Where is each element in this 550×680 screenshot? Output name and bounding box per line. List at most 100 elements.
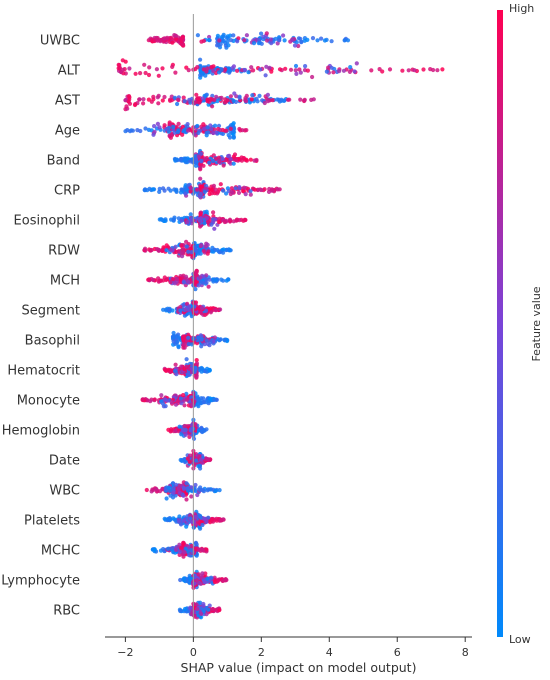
shap-point <box>171 277 176 282</box>
shap-point <box>172 95 177 100</box>
shap-point <box>132 102 138 108</box>
shap-point <box>158 38 163 43</box>
shap-point <box>186 68 191 73</box>
shap-point <box>239 155 244 160</box>
shap-point <box>171 486 176 491</box>
shap-point <box>207 368 212 373</box>
shap-point <box>198 466 203 471</box>
shap-point <box>222 578 227 583</box>
shap-point <box>170 546 175 551</box>
shap-point <box>182 550 187 555</box>
shap-point <box>187 580 192 586</box>
shap-point <box>251 41 257 46</box>
shap-point <box>196 283 201 288</box>
shap-point <box>178 491 183 496</box>
shap-point <box>201 400 206 405</box>
shap-point <box>244 157 249 162</box>
shap-point <box>160 248 165 253</box>
shap-point <box>179 545 184 550</box>
shap-point <box>218 182 223 187</box>
shap-point <box>210 104 215 109</box>
shap-point <box>244 128 249 133</box>
shap-point <box>177 549 182 555</box>
shap-point <box>160 401 165 406</box>
shap-point <box>188 212 193 217</box>
shap-point <box>204 547 209 552</box>
shap-point <box>242 185 247 190</box>
shap-point <box>168 188 173 193</box>
shap-point <box>258 67 263 72</box>
x-tick-label: 4 <box>326 646 333 659</box>
shap-point <box>193 154 198 159</box>
shap-point <box>185 456 190 461</box>
shap-point <box>126 99 131 104</box>
shap-point <box>231 33 236 38</box>
shap-point <box>143 246 148 251</box>
shap-point <box>179 251 184 256</box>
shap-point <box>213 308 218 313</box>
shap-point <box>201 396 206 401</box>
shap-point <box>212 579 217 585</box>
beeswarm-row-uwbc <box>146 31 351 50</box>
shap-point <box>210 217 216 222</box>
shap-point <box>192 399 197 404</box>
shap-point <box>196 154 201 159</box>
shap-point <box>298 97 303 102</box>
shap-point <box>148 248 153 253</box>
shap-point <box>182 576 187 581</box>
feature-label-uwbc: UWBC <box>40 34 80 49</box>
shap-point <box>216 219 222 225</box>
shap-point <box>235 39 240 44</box>
shap-point <box>251 186 256 192</box>
shap-point <box>264 64 269 69</box>
shap-point <box>298 36 303 41</box>
shap-point <box>204 518 209 523</box>
shap-point <box>217 70 222 75</box>
shap-point <box>222 337 227 342</box>
shap-point <box>200 429 205 435</box>
shap-point <box>179 401 184 406</box>
shap-point <box>177 424 182 429</box>
shap-point <box>154 487 159 492</box>
shap-point <box>202 342 207 347</box>
shap-point <box>259 31 264 36</box>
shap-point <box>147 277 152 282</box>
shap-point <box>186 183 191 188</box>
shap-point <box>195 606 200 612</box>
shap-point <box>242 38 247 43</box>
shap-point <box>238 128 243 133</box>
shap-point <box>184 481 189 486</box>
shap-point <box>185 219 190 225</box>
shap-point <box>177 335 182 340</box>
shap-point <box>211 130 216 135</box>
shap-point <box>171 330 176 336</box>
shap-point <box>173 482 178 487</box>
shap-point <box>223 67 228 72</box>
shap-point <box>162 94 167 100</box>
shap-point <box>183 427 188 433</box>
shap-point <box>302 97 307 102</box>
shap-point <box>209 249 214 254</box>
shap-point <box>162 188 167 193</box>
shap-point <box>168 493 173 498</box>
shap-point <box>224 278 229 283</box>
beeswarm-row-rdw <box>142 239 233 261</box>
shap-point <box>226 247 231 252</box>
shap-point <box>179 218 184 223</box>
shap-point <box>119 69 124 75</box>
shap-point <box>205 576 210 581</box>
shap-point <box>221 247 226 252</box>
shap-point <box>178 190 184 195</box>
x-axis-title: SHAP value (impact on model output) <box>181 660 417 675</box>
shap-point <box>195 33 200 38</box>
beeswarm-row-monocyte <box>140 389 219 409</box>
colorbar-high-label: High <box>509 2 534 15</box>
shap-point <box>226 154 231 159</box>
shap-point <box>184 357 189 362</box>
shap-point <box>292 43 298 48</box>
shap-point <box>160 66 165 71</box>
shap-point <box>164 248 169 253</box>
shap-point <box>305 37 310 43</box>
shap-point <box>181 393 186 398</box>
shap-point <box>188 605 193 610</box>
